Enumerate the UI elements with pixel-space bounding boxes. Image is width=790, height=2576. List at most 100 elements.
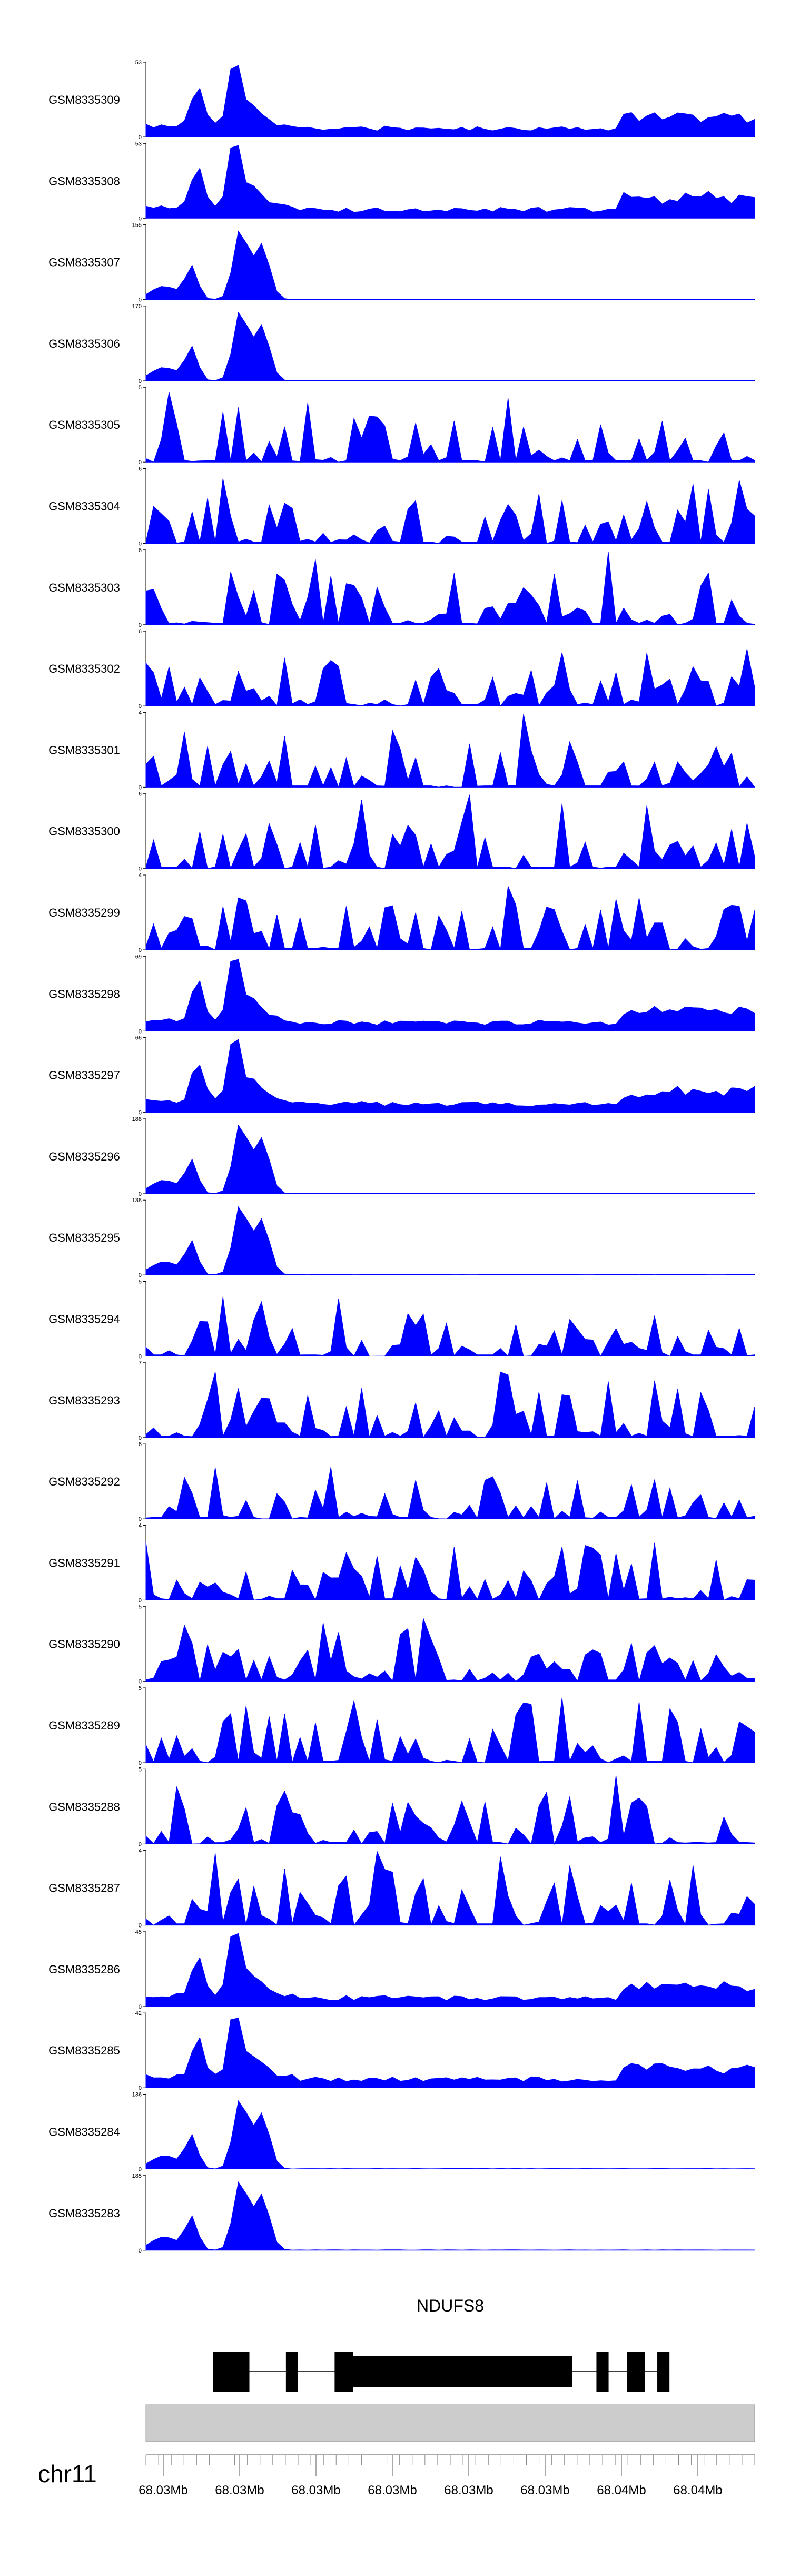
track-label: GSM8335295 bbox=[48, 1231, 120, 1244]
track-label: GSM8335293 bbox=[48, 1394, 120, 1407]
track-label: GSM8335299 bbox=[48, 906, 120, 919]
coverage-area bbox=[145, 145, 755, 219]
y-tick-label-zero: 0 bbox=[139, 2167, 142, 2173]
coverage-area bbox=[145, 1933, 755, 2007]
track-GSM8335291: GSM8335291 4 0 bbox=[48, 1522, 755, 1604]
coverage-area bbox=[145, 230, 755, 300]
track-label: GSM8335309 bbox=[48, 93, 120, 106]
y-tick-label-max: 45 bbox=[135, 1929, 142, 1935]
track-GSM8335295: GSM8335295 138 0 bbox=[48, 1197, 755, 1279]
y-tick-label-zero: 0 bbox=[139, 2248, 142, 2254]
coverage-area bbox=[145, 959, 755, 1031]
track-label: GSM8335290 bbox=[48, 1638, 120, 1651]
y-tick-label-zero: 0 bbox=[139, 1110, 142, 1116]
track-label: GSM8335302 bbox=[48, 662, 120, 675]
track-label: GSM8335291 bbox=[48, 1556, 120, 1569]
coverage-area bbox=[145, 2100, 755, 2169]
track-GSM8335294: GSM8335294 5 0 bbox=[48, 1279, 755, 1360]
gene-name: NDUFS8 bbox=[417, 2296, 484, 2315]
y-tick-label-max: 6 bbox=[139, 466, 142, 473]
coverage-area bbox=[145, 311, 755, 381]
track-GSM8335303: GSM8335303 6 0 bbox=[48, 547, 755, 628]
chromosome-axis: chr11 68.03Mb 68.03Mb 68.03Mb 68.03Mb 68.03Mb… bbox=[38, 2404, 755, 2498]
track-GSM8335305: GSM8335305 5 0 bbox=[48, 385, 755, 466]
y-tick-label-max: 6 bbox=[139, 547, 142, 554]
track-GSM8335296: GSM8335296 188 0 bbox=[48, 1116, 755, 1197]
y-tick-label-max: 5 bbox=[139, 1604, 142, 1610]
track-GSM8335292: GSM8335292 6 0 bbox=[48, 1441, 755, 1522]
y-tick-label-max: 4 bbox=[139, 872, 142, 879]
track-label: GSM8335306 bbox=[48, 337, 120, 350]
y-tick-label-max: 170 bbox=[132, 303, 142, 310]
coverage-area bbox=[145, 1296, 755, 1357]
track-label: GSM8335307 bbox=[48, 256, 120, 269]
gene-exon bbox=[213, 2352, 250, 2392]
y-tick-label-zero: 0 bbox=[139, 297, 142, 303]
coverage-area bbox=[145, 648, 755, 707]
y-tick-label-zero: 0 bbox=[139, 1841, 142, 1847]
y-tick-label-max: 4 bbox=[139, 710, 142, 716]
x-tick-label: 68.03Mb bbox=[444, 2483, 493, 2498]
y-tick-label-zero: 0 bbox=[139, 784, 142, 791]
coverage-area bbox=[145, 1618, 755, 1682]
y-tick-label-max: 66 bbox=[135, 1035, 142, 1041]
y-tick-label-max: 5 bbox=[139, 1279, 142, 1285]
y-tick-label-max: 138 bbox=[132, 1197, 142, 1204]
x-tick-label: 68.03Mb bbox=[215, 2483, 264, 2498]
y-tick-label-zero: 0 bbox=[139, 1354, 142, 1360]
y-tick-label-max: 5 bbox=[139, 1766, 142, 1773]
y-tick-label-zero: 0 bbox=[139, 1679, 142, 1685]
coverage-area bbox=[145, 1206, 755, 1275]
gene-exon bbox=[596, 2352, 609, 2392]
track-label: GSM8335296 bbox=[48, 1150, 120, 1163]
coverage-area bbox=[145, 1371, 755, 1438]
coverage-area bbox=[145, 885, 755, 950]
coverage-area bbox=[145, 2018, 755, 2088]
y-tick-label-max: 6 bbox=[139, 791, 142, 798]
track-label: GSM8335288 bbox=[48, 1800, 120, 1813]
track-GSM8335299: GSM8335299 4 0 bbox=[48, 872, 755, 953]
track-GSM8335288: GSM8335288 5 0 bbox=[48, 1766, 755, 1847]
track-label: GSM8335294 bbox=[48, 1313, 120, 1326]
track-label: GSM8335300 bbox=[48, 825, 120, 838]
y-tick-label-zero: 0 bbox=[139, 378, 142, 385]
coverage-area bbox=[145, 1467, 755, 1519]
coverage-area bbox=[145, 1124, 755, 1194]
y-tick-label-zero: 0 bbox=[139, 1272, 142, 1279]
y-tick-label-max: 185 bbox=[132, 2173, 142, 2179]
track-GSM8335307: GSM8335307 155 0 bbox=[48, 222, 755, 303]
y-tick-label-max: 6 bbox=[139, 628, 142, 635]
y-tick-label-max: 4 bbox=[139, 1522, 142, 1529]
track-label: GSM8335286 bbox=[48, 1963, 120, 1976]
y-tick-label-max: 5 bbox=[139, 1685, 142, 1692]
track-GSM8335290: GSM8335290 5 0 bbox=[48, 1604, 755, 1685]
y-tick-label-zero: 0 bbox=[139, 1191, 142, 1197]
y-tick-label-max: 53 bbox=[135, 60, 142, 66]
y-tick-label-zero: 0 bbox=[139, 703, 142, 710]
y-tick-label-zero: 0 bbox=[139, 1028, 142, 1035]
x-tick-label: 68.03Mb bbox=[139, 2483, 187, 2498]
coverage-area bbox=[145, 392, 755, 463]
y-tick-label-zero: 0 bbox=[139, 1597, 142, 1604]
coverage-area bbox=[145, 1039, 755, 1113]
y-tick-label-max: 5 bbox=[139, 385, 142, 391]
track-GSM8335289: GSM8335289 5 0 bbox=[48, 1685, 755, 1766]
x-tick-label: 68.03Mb bbox=[291, 2483, 340, 2498]
track-GSM8335285: GSM8335285 42 0 bbox=[48, 2010, 755, 2091]
coverage-area bbox=[145, 65, 755, 137]
chromosome-label: chr11 bbox=[38, 2460, 97, 2487]
y-tick-label-max: 155 bbox=[132, 222, 142, 229]
gene-exon bbox=[285, 2352, 298, 2392]
track-label: GSM8335289 bbox=[48, 1719, 120, 1732]
track-label: GSM8335303 bbox=[48, 581, 120, 594]
y-tick-label-max: 53 bbox=[135, 141, 142, 147]
y-tick-label-max: 7 bbox=[139, 1360, 142, 1366]
y-tick-label-zero: 0 bbox=[139, 215, 142, 222]
y-tick-label-zero: 0 bbox=[139, 622, 142, 628]
track-label: GSM8335284 bbox=[48, 2126, 120, 2139]
y-tick-label-max: 188 bbox=[132, 1116, 142, 1123]
y-tick-label-zero: 0 bbox=[139, 1760, 142, 1766]
track-label: GSM8335287 bbox=[48, 1882, 120, 1895]
coverage-area bbox=[145, 2181, 755, 2251]
gene-exon bbox=[627, 2352, 645, 2392]
